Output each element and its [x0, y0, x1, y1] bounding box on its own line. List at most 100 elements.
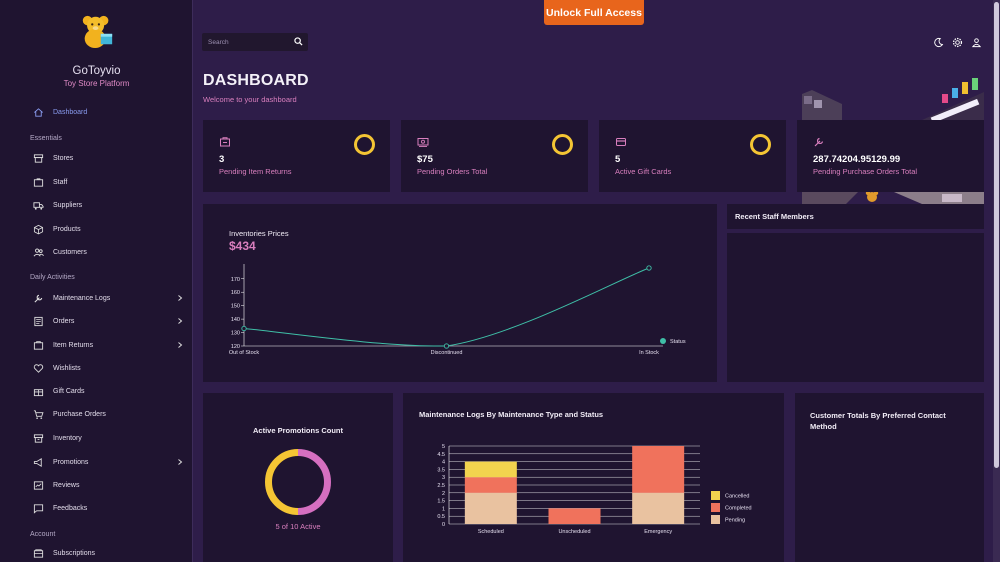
x-tick-label: Unscheduled [558, 529, 590, 535]
promotions-caption: 5 of 10 Active [275, 522, 321, 531]
active-promotions-panel: Active Promotions Count 5 of 10 Active [203, 393, 393, 562]
section-account: Account [30, 531, 56, 538]
sidebar-item-dashboard[interactable]: Dashboard [0, 102, 192, 122]
panel-title: Maintenance Logs By Maintenance Type and… [419, 410, 604, 419]
inventory-icon [33, 433, 44, 444]
recent-staff-list [727, 233, 984, 382]
sidebar-item-wishlists[interactable]: Wishlists [0, 358, 192, 378]
chevron-right-icon[interactable] [176, 294, 184, 302]
sidebar-item-item-returns[interactable]: Item Returns [0, 335, 192, 355]
customer-totals-panel: Customer Totals By Preferred Contact Met… [795, 393, 984, 562]
page-title: DASHBOARD [203, 72, 309, 89]
sidebar-item-label: Item Returns [53, 341, 94, 349]
y-tick-label: 160 [231, 290, 240, 296]
search-icon[interactable] [294, 37, 303, 46]
sidebar-item-orders[interactable]: Orders [0, 311, 192, 331]
x-tick-label: In Stock [639, 350, 659, 356]
stat-label: Active Gift Cards [615, 167, 672, 176]
sidebar-item-label: Orders [53, 317, 75, 325]
progress-ring [750, 134, 771, 155]
stat-card-item-returns: 3 Pending Item Returns [203, 120, 390, 192]
subscription-icon [33, 548, 44, 559]
chart-title: Inventories Prices [229, 229, 289, 238]
bar-segment [464, 477, 517, 493]
y-tick-label: 4 [442, 460, 445, 466]
sidebar-item-gift-cards[interactable]: Gift Cards [0, 381, 192, 401]
sidebar-item-label: Stores [53, 154, 74, 162]
maintenance-logs-panel: Maintenance Logs By Maintenance Type and… [403, 393, 784, 562]
x-tick-label: Out of Stock [229, 350, 260, 356]
box-icon [33, 224, 44, 235]
sidebar-item-maintenance-logs[interactable]: Maintenance Logs [0, 288, 192, 308]
sidebar-item-label: Subscriptions [53, 549, 96, 557]
x-tick-label: Discontinued [431, 350, 463, 356]
bar-segment [464, 492, 517, 524]
sidebar-item-promotions[interactable]: Promotions [0, 452, 192, 472]
sidebar-item-feedbacks[interactable]: Feedbacks [0, 498, 192, 518]
data-point [241, 325, 247, 332]
sidebar-item-reviews[interactable]: Reviews [0, 475, 192, 495]
legend-swatch [711, 515, 720, 524]
y-tick-label: 130 [231, 331, 240, 337]
y-tick-label: 1 [442, 506, 445, 512]
sidebar-item-label: Purchase Orders [53, 410, 106, 418]
unlock-full-access-button[interactable]: Unlock Full Access [544, 0, 644, 25]
sidebar-item-label: Customers [53, 248, 87, 256]
stat-value: 5 [615, 154, 621, 165]
chevron-right-icon[interactable] [176, 458, 184, 466]
y-tick-label: 4.5 [437, 452, 445, 458]
wrench-icon [33, 293, 44, 304]
inventory-prices-panel: Inventories Prices $434 120 130 140 150 160 1… [203, 204, 717, 382]
gear-icon[interactable] [952, 37, 963, 48]
sidebar-item-stores[interactable]: Stores [0, 148, 192, 168]
y-tick-label: 3 [442, 475, 445, 481]
sidebar-item-staff[interactable]: Staff [0, 172, 192, 192]
y-tick-label: 3.5 [437, 467, 445, 473]
orders-icon [33, 316, 44, 327]
user-icon[interactable] [971, 37, 982, 48]
data-point [646, 265, 652, 271]
stat-value: 3 [219, 154, 225, 165]
sidebar-item-inventory[interactable]: Inventory [0, 428, 192, 448]
dark-mode-icon[interactable] [933, 37, 944, 48]
inventory-value: $434 [229, 239, 256, 253]
promotions-donut-chart [265, 449, 331, 515]
sidebar-item-customers[interactable]: Customers [0, 242, 192, 262]
search-box [202, 33, 308, 51]
y-tick-label: 5 [442, 444, 445, 450]
returns-icon [33, 340, 44, 351]
series-line [243, 267, 650, 347]
scrollbar-thumb[interactable] [994, 2, 999, 468]
sidebar: GoToyvio Toy Store Platform Dashboard Es… [0, 0, 193, 562]
x-tick-label: Scheduled [478, 529, 504, 535]
y-tick-label: 150 [231, 304, 240, 310]
sidebar-item-label: Feedbacks [53, 504, 88, 512]
y-tick-label: 2.5 [437, 483, 445, 489]
teddy-bear-logo [82, 15, 113, 49]
legend-label: Status [670, 339, 686, 345]
scrollbar[interactable] [993, 0, 1000, 562]
chevron-right-icon[interactable] [176, 317, 184, 325]
sidebar-item-products[interactable]: Products [0, 219, 192, 239]
sidebar-item-label: Dashboard [53, 108, 88, 116]
card-icon [616, 138, 626, 146]
bar-segment [548, 508, 601, 524]
returns-icon [220, 137, 230, 147]
search-input[interactable] [208, 36, 288, 48]
bar-segment [464, 461, 517, 478]
sidebar-item-subscriptions[interactable]: Subscriptions [0, 543, 192, 562]
panel-title: Active Promotions Count [252, 426, 343, 435]
sidebar-item-label: Suppliers [53, 201, 83, 209]
chevron-right-icon[interactable] [176, 341, 184, 349]
money-icon [417, 138, 429, 147]
page-subtitle: Welcome to your dashboard [203, 95, 297, 104]
bar-segment [632, 492, 685, 524]
sidebar-item-purchase-orders[interactable]: Purchase Orders [0, 404, 192, 424]
legend-label: Completed [725, 506, 752, 512]
sidebar-item-suppliers[interactable]: Suppliers [0, 195, 192, 215]
donut-slice [265, 449, 299, 515]
progress-ring [354, 134, 375, 155]
data-point [443, 343, 450, 349]
stat-label: Pending Purchase Orders Total [813, 167, 918, 176]
sidebar-item-label: Wishlists [53, 364, 81, 372]
